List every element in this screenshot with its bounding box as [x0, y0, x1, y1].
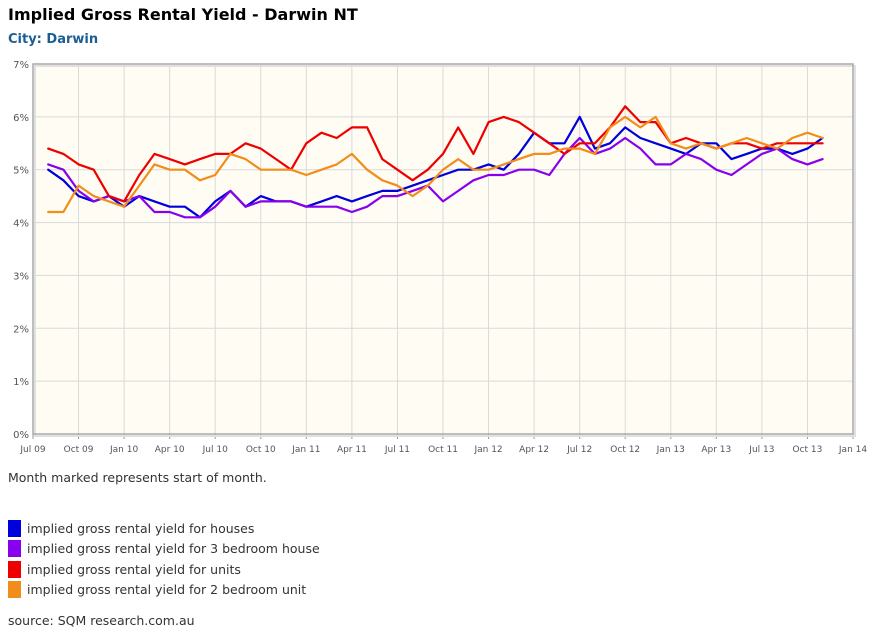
legend-label: implied gross rental yield for units [27, 561, 241, 577]
plot-shadow [34, 65, 856, 437]
legend-item-3-bedroom-house[interactable]: implied gross rental yield for 3 bedroom… [8, 539, 320, 560]
y-tick-label: 4% [13, 219, 29, 230]
source-credit: source: SQM research.com.au [8, 613, 195, 628]
legend-item-houses[interactable]: implied gross rental yield for houses [8, 518, 320, 539]
x-tick-label: Oct 13 [793, 445, 823, 455]
y-tick-label: 0% [13, 430, 29, 441]
x-tick-label: Apr 13 [701, 445, 731, 455]
x-tick-label: Oct 10 [246, 445, 276, 455]
x-tick-label: Apr 10 [155, 445, 185, 455]
line-chart: 0% 1% 2% 3% 4% 5% 6% 7% Jul 09 Oct 09 Jan 10 Apr 10… [13, 60, 867, 455]
x-tick-label: Oct 11 [428, 445, 458, 455]
y-tick-label: 1% [13, 377, 29, 388]
x-tick-label: Jul 10 [202, 445, 228, 455]
legend: implied gross rental yield for houses im… [8, 518, 320, 600]
legend-item-2-bedroom-unit[interactable]: implied gross rental yield for 2 bedroom… [8, 580, 320, 601]
x-tick-label: Jan 13 [656, 445, 685, 455]
x-tick-label: Jan 12 [473, 445, 502, 455]
y-tick-label: 5% [13, 166, 29, 177]
chart-title: Implied Gross Rental Yield - Darwin NT [8, 5, 358, 24]
y-tick-label: 2% [13, 324, 29, 335]
x-tick-label: Apr 12 [519, 445, 549, 455]
x-tick-label: Jan 11 [291, 445, 320, 455]
x-tick-label: Jan 14 [838, 445, 867, 455]
x-tick-label: Jul 09 [19, 445, 45, 455]
chart-subtitle: City: Darwin [8, 32, 99, 47]
legend-swatch [8, 581, 21, 599]
y-tick-label: 6% [13, 113, 29, 124]
series-line-3 [47, 115, 824, 214]
y-tick-label: 7% [13, 60, 29, 71]
plot-border [32, 63, 854, 435]
legend-swatch [8, 560, 21, 578]
x-tick-label: Jul 11 [384, 445, 410, 455]
legend-swatch [8, 519, 21, 537]
legend-swatch [8, 540, 21, 558]
x-tick-label: Apr 11 [337, 445, 367, 455]
legend-item-units[interactable]: implied gross rental yield for units [8, 559, 320, 580]
y-tick-label: 3% [13, 271, 29, 282]
x-tick-label: Jul 12 [566, 445, 592, 455]
x-tick-label: Jan 10 [109, 445, 138, 455]
x-tick-label: Oct 09 [64, 445, 94, 455]
x-tick-label: Oct 12 [610, 445, 640, 455]
x-tick-label: Jul 13 [748, 445, 774, 455]
series-line-2 [47, 105, 824, 203]
legend-label: implied gross rental yield for 2 bedroom… [27, 582, 307, 598]
legend-label: implied gross rental yield for houses [27, 520, 255, 536]
legend-label: implied gross rental yield for 3 bedroom… [27, 541, 320, 557]
footnote: Month marked represents start of month. [8, 470, 267, 485]
series-line-1 [47, 136, 824, 219]
